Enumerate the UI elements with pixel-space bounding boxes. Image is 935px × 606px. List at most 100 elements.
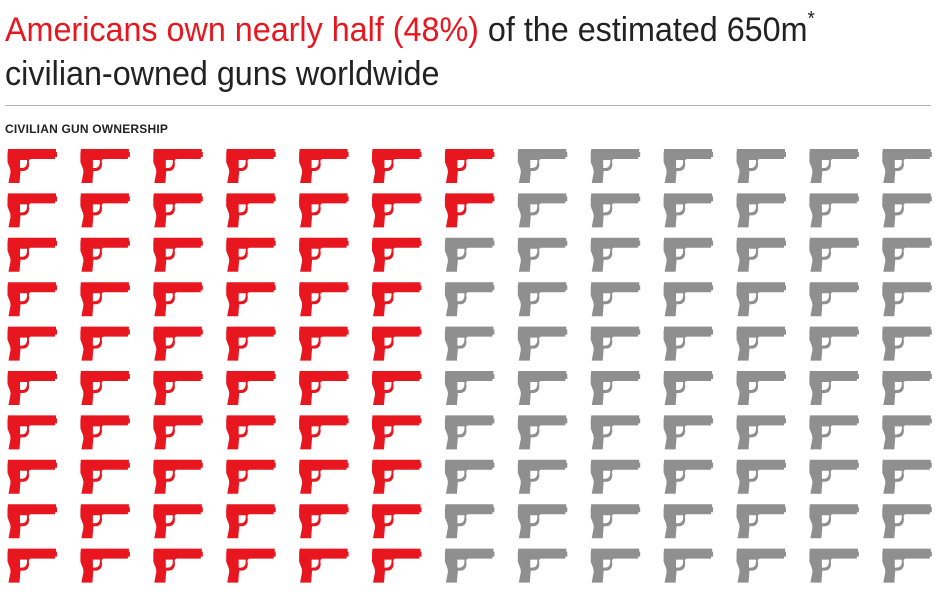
pistol-icon-rest-of-world — [444, 237, 495, 272]
pistol-icon-us-owned — [372, 504, 422, 539]
pistol-icon-rest-of-world — [809, 548, 859, 583]
pistol-icon-us-owned — [80, 459, 130, 494]
pistol-icon-us-owned — [372, 326, 422, 361]
pistol-icon-us-owned — [299, 548, 349, 583]
pistol-icon-us-owned — [153, 326, 203, 361]
pistol-icon-rest-of-world — [590, 548, 641, 583]
pistol-icon-rest-of-world — [809, 282, 859, 317]
pistol-icon-us-owned — [299, 282, 349, 317]
pistol-icon-rest-of-world — [736, 237, 786, 272]
pistol-icon-us-owned — [80, 371, 130, 405]
pistol-icon-rest-of-world — [736, 548, 786, 583]
pistol-icon-rest-of-world — [882, 193, 932, 228]
pistol-icon-rest-of-world — [882, 548, 932, 583]
pistol-icon-us-owned — [299, 504, 349, 539]
pistol-icon-rest-of-world — [590, 504, 641, 539]
pistol-icon-us-owned — [372, 282, 422, 317]
pistol-icon-rest-of-world — [590, 459, 641, 494]
pistol-icon-rest-of-world — [517, 504, 568, 539]
header-divider — [5, 105, 931, 106]
pistol-icon-us-owned — [7, 415, 57, 450]
pistol-icon-us-owned — [80, 548, 130, 583]
pistol-icon-us-owned — [7, 326, 57, 361]
pistol-icon-us-owned — [226, 237, 276, 272]
pistol-icon-rest-of-world — [444, 548, 495, 583]
pistol-icon-rest-of-world — [663, 548, 714, 583]
pistol-icon-us-owned — [226, 415, 276, 450]
pistol-icon-rest-of-world — [517, 282, 568, 317]
pistol-icon-us-owned — [444, 193, 495, 228]
pistol-icon-rest-of-world — [590, 149, 641, 183]
pistol-icon-rest-of-world — [809, 149, 859, 183]
pistol-icon-us-owned — [444, 149, 495, 183]
pistol-icon-rest-of-world — [736, 149, 786, 183]
pistol-icon-rest-of-world — [517, 548, 568, 583]
pistol-icon-rest-of-world — [517, 371, 568, 405]
pistol-icon-us-owned — [80, 282, 130, 317]
pistol-icon-rest-of-world — [809, 326, 859, 361]
pistol-icon-us-owned — [80, 193, 130, 228]
pistol-icon-rest-of-world — [663, 415, 714, 450]
pistol-icon-us-owned — [153, 237, 203, 272]
pistol-icon-rest-of-world — [590, 193, 641, 228]
pistol-icon-us-owned — [80, 237, 130, 272]
pistol-icon-us-owned — [7, 282, 57, 317]
pistol-icon-rest-of-world — [809, 193, 859, 228]
pistol-icon-us-owned — [226, 459, 276, 494]
pistol-icon-us-owned — [7, 371, 57, 405]
pistol-icon-us-owned — [153, 548, 203, 583]
pistol-icon-us-owned — [226, 149, 276, 183]
pistol-icon-rest-of-world — [809, 459, 859, 494]
pistol-icon-rest-of-world — [882, 149, 932, 183]
pistol-icon-us-owned — [80, 504, 130, 539]
pistol-icon-rest-of-world — [590, 326, 641, 361]
pistol-icon-rest-of-world — [517, 237, 568, 272]
pistol-icon-us-owned — [153, 282, 203, 317]
pistol-icon-us-owned — [80, 415, 130, 450]
pistol-icon-rest-of-world — [663, 326, 714, 361]
pistol-icon-rest-of-world — [882, 371, 932, 405]
pistol-icon-us-owned — [80, 149, 130, 183]
pistol-icon-rest-of-world — [663, 371, 714, 405]
pistol-icon-rest-of-world — [444, 504, 495, 539]
pistol-icon-us-owned — [226, 548, 276, 583]
pistol-icon-us-owned — [153, 415, 203, 450]
pistol-icon-rest-of-world — [444, 415, 495, 450]
pistol-icon-us-owned — [299, 326, 349, 361]
pistol-icon-us-owned — [7, 237, 57, 272]
pistol-icon-rest-of-world — [663, 282, 714, 317]
headline-highlight: Americans own nearly half (48%) — [5, 11, 479, 49]
pistol-icon-us-owned — [226, 282, 276, 317]
pistol-icon-rest-of-world — [590, 415, 641, 450]
pistol-icon-us-owned — [226, 326, 276, 361]
pistol-icon-rest-of-world — [663, 459, 714, 494]
pistol-icon-us-owned — [372, 459, 422, 494]
pistol-icon-us-owned — [372, 193, 422, 228]
pistol-icon-rest-of-world — [736, 282, 786, 317]
pistol-icon-rest-of-world — [444, 282, 495, 317]
pistol-icon-rest-of-world — [882, 326, 932, 361]
pistol-icon-us-owned — [7, 504, 57, 539]
pistol-icon-us-owned — [153, 459, 203, 494]
headline-line-two: civilian-owned guns worldwide — [5, 55, 440, 93]
pistol-icon-rest-of-world — [517, 415, 568, 450]
pistol-icon-rest-of-world — [517, 326, 568, 361]
pistol-icon-us-owned — [7, 548, 57, 583]
pistol-icon-us-owned — [153, 504, 203, 539]
pistol-icon-rest-of-world — [736, 504, 786, 539]
pistol-icon-rest-of-world — [809, 504, 859, 539]
pistol-icon-rest-of-world — [444, 326, 495, 361]
pistol-icon-rest-of-world — [809, 371, 859, 405]
pistol-icon-us-owned — [7, 459, 57, 494]
pistol-icon-us-owned — [372, 415, 422, 450]
pistol-icon-rest-of-world — [882, 504, 932, 539]
pistol-icon-rest-of-world — [663, 504, 714, 539]
pistol-icon-us-owned — [299, 371, 349, 405]
pistol-icon-us-owned — [299, 415, 349, 450]
pistol-icon-rest-of-world — [809, 237, 859, 272]
pistol-icon-us-owned — [80, 326, 130, 361]
pistol-icon-rest-of-world — [663, 237, 714, 272]
pistol-icon-rest-of-world — [663, 193, 714, 228]
pistol-icon-us-owned — [372, 237, 422, 272]
